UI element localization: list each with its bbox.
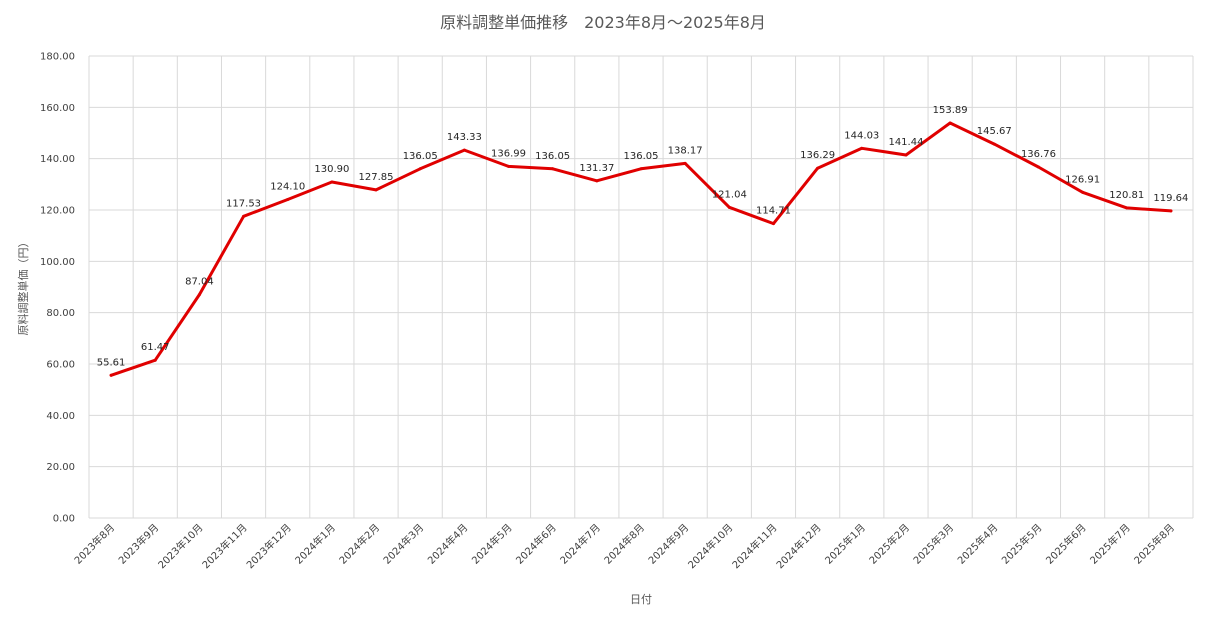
x-tick-label: 2024年2月: [336, 521, 382, 567]
data-point: [242, 214, 246, 218]
data-label: 136.99: [491, 148, 526, 159]
data-label: 120.81: [1109, 190, 1144, 201]
x-tick-label: 2025年5月: [999, 521, 1045, 567]
data-label: 153.89: [933, 105, 968, 116]
data-labels: 55.61 61.47 87.04 117.53 124.10 130.90 127.85 1…: [97, 105, 1189, 368]
x-tick-label: 2023年9月: [116, 521, 162, 567]
data-point: [286, 197, 290, 201]
data-label: 131.37: [579, 163, 614, 174]
data-point: [683, 161, 687, 165]
data-label: 143.33: [447, 132, 482, 143]
data-label: 127.85: [359, 172, 394, 183]
data-point: [1169, 209, 1173, 213]
data-point: [153, 358, 157, 362]
data-label: 136.05: [624, 151, 659, 162]
data-label: 119.64: [1153, 193, 1188, 204]
data-point: [197, 293, 201, 297]
x-tick-label: 2024年4月: [425, 521, 471, 567]
data-label: 136.05: [535, 151, 570, 162]
data-label: 144.03: [844, 130, 879, 141]
y-tick-label: 0.00: [53, 514, 75, 525]
x-tick-label: 2025年8月: [1131, 521, 1177, 567]
grid: [88, 55, 1194, 519]
x-tick-label: 2023年8月: [71, 521, 117, 567]
x-tick-label: 2024年6月: [513, 521, 559, 567]
data-label: 136.29: [800, 150, 835, 161]
data-label: 55.61: [97, 357, 126, 368]
data-label: 145.67: [977, 126, 1012, 137]
data-label: 130.90: [314, 164, 349, 175]
x-tick-label: 2025年1月: [822, 521, 868, 567]
data-label: 136.05: [403, 151, 438, 162]
data-point: [727, 205, 731, 209]
x-tick-label: 2024年3月: [380, 521, 426, 567]
data-label: 141.44: [888, 137, 923, 148]
x-tick-label: 2023年12月: [244, 521, 294, 571]
x-axis-label: 日付: [630, 593, 652, 606]
data-label: 126.91: [1065, 174, 1100, 185]
y-tick-label: 80.00: [46, 308, 75, 319]
data-point: [462, 148, 466, 152]
data-point: [551, 167, 555, 171]
data-label: 117.53: [226, 198, 261, 209]
data-point: [1125, 206, 1129, 210]
x-tick-label: 2024年7月: [557, 521, 603, 567]
x-tick-label: 2024年10月: [685, 521, 735, 571]
chart-title: 原料調整単価推移 2023年8月～2025年8月: [440, 13, 766, 32]
data-point: [507, 164, 511, 168]
data-point: [418, 167, 422, 171]
y-tick-label: 180.00: [40, 52, 75, 63]
x-tick-label: 2024年1月: [292, 521, 338, 567]
x-tick-label: 2024年11月: [729, 521, 779, 571]
x-tick-label: 2025年4月: [955, 521, 1001, 567]
x-tick-label: 2025年6月: [1043, 521, 1089, 567]
data-point: [374, 188, 378, 192]
data-point: [1036, 165, 1040, 169]
x-tick-label: 2025年7月: [1087, 521, 1133, 567]
y-tick-label: 120.00: [40, 206, 75, 217]
x-tick-label: 2023年11月: [199, 521, 249, 571]
y-axis-label: 原料調整単価（円）: [16, 237, 30, 336]
data-point: [860, 146, 864, 150]
y-tick-label: 140.00: [40, 154, 75, 165]
x-tick-label: 2023年10月: [155, 521, 205, 571]
data-point: [330, 180, 334, 184]
data-label: 138.17: [668, 145, 703, 156]
data-point: [992, 142, 996, 146]
y-tick-label: 20.00: [46, 462, 75, 473]
data-label: 124.10: [270, 181, 305, 192]
data-point: [816, 166, 820, 170]
data-point: [639, 167, 643, 171]
data-label: 61.47: [141, 342, 170, 353]
x-tick-label: 2024年8月: [601, 521, 647, 567]
y-axis-ticks: 0.00 20.00 40.00 60.00 80.00 100.00 120.00 140.…: [40, 52, 75, 525]
y-tick-label: 60.00: [46, 360, 75, 371]
data-point: [904, 153, 908, 157]
data-label: 87.04: [185, 277, 214, 288]
x-tick-label: 2024年12月: [773, 521, 823, 571]
data-point: [771, 222, 775, 226]
x-tick-label: 2024年9月: [645, 521, 691, 567]
data-point: [948, 121, 952, 125]
data-point: [595, 179, 599, 183]
y-tick-label: 160.00: [40, 103, 75, 114]
series-line: [109, 121, 1173, 377]
y-tick-label: 40.00: [46, 411, 75, 422]
data-label: 114.71: [756, 206, 791, 217]
data-point: [109, 373, 113, 377]
data-point: [1081, 190, 1085, 194]
x-tick-label: 2025年2月: [866, 521, 912, 567]
x-tick-label: 2025年3月: [910, 521, 956, 567]
x-tick-label: 2024年5月: [469, 521, 515, 567]
y-tick-label: 100.00: [40, 257, 75, 268]
data-label: 121.04: [712, 189, 747, 200]
data-label: 136.76: [1021, 149, 1056, 160]
